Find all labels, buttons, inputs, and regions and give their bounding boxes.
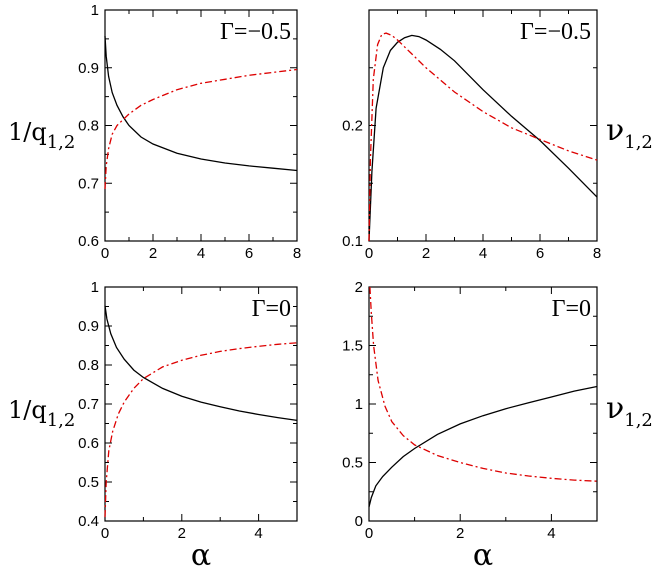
y-tick-label: 0.9 bbox=[78, 318, 99, 335]
series-line-black-solid bbox=[368, 34, 598, 242]
series-line-red-dashdot bbox=[104, 342, 298, 518]
plot-frame bbox=[104, 286, 298, 522]
x-tick-label: 0 bbox=[365, 525, 373, 542]
y-axis-label: 1/q1,2 bbox=[8, 118, 75, 153]
panel-label: Γ=−0.5 bbox=[220, 19, 291, 45]
y-tick-label: 0.5 bbox=[342, 455, 363, 472]
x-tick-label: 2 bbox=[149, 245, 157, 262]
y-axis-label: 1/q1,2 bbox=[8, 396, 75, 431]
x-tick-label: 8 bbox=[293, 245, 301, 262]
y-axis-label-main: 1/q bbox=[8, 396, 47, 424]
y-axis-label-main: ν bbox=[606, 391, 624, 426]
y-tick-label: 0.5 bbox=[78, 474, 99, 491]
x-tick-label: 0 bbox=[101, 525, 109, 542]
y-tick-label: 1.5 bbox=[342, 338, 363, 355]
y-tick-label: 0.6 bbox=[78, 233, 99, 250]
x-tick-label: 4 bbox=[547, 525, 555, 542]
y-tick-label: 0.2 bbox=[342, 118, 363, 135]
y-tick-label: 1 bbox=[355, 396, 363, 413]
series-line-red-dashdot bbox=[369, 286, 598, 482]
y-tick-label: 0.7 bbox=[78, 396, 99, 413]
x-tick-label: 2 bbox=[178, 525, 186, 542]
panel-bottom-right: 0 2 4 0 0.5 1 1.5 2 Γ=0 ν1,2 α bbox=[342, 279, 652, 567]
panel-top-left: 0 2 4 6 8 0.6 0.7 0.8 0.9 1 Γ=−0.5 1/q1,2 bbox=[8, 2, 301, 262]
y-tick-label: 1 bbox=[91, 279, 99, 296]
series-line-black-solid bbox=[104, 305, 298, 422]
panel-bottom-left: 0 2 4 0.4 0.5 0.6 0.7 0.8 0.9 1 Γ=0 1/q1,2 α bbox=[8, 279, 298, 567]
series-line-red-dashdot bbox=[368, 32, 598, 242]
x-tick-label: 6 bbox=[536, 245, 544, 262]
x-tick-label: 0 bbox=[101, 245, 109, 262]
y-tick-label: 0.1 bbox=[342, 233, 363, 250]
y-tick-label: 0.4 bbox=[78, 513, 99, 530]
y-axis-label-main: ν bbox=[606, 113, 624, 148]
x-axis-label: α bbox=[473, 538, 493, 567]
y-tick-label: 0.6 bbox=[78, 435, 99, 452]
y-axis-label-subscript: 1,2 bbox=[47, 410, 76, 431]
x-tick-label: 2 bbox=[456, 525, 464, 542]
x-tick-label: 4 bbox=[479, 245, 487, 262]
x-tick-label: 6 bbox=[245, 245, 253, 262]
x-tick-label: 0 bbox=[365, 245, 373, 262]
y-tick-label: 0.8 bbox=[78, 118, 99, 135]
x-tick-label: 8 bbox=[593, 245, 601, 262]
panel-label: Γ=0 bbox=[552, 296, 591, 322]
y-tick-label: 0.9 bbox=[78, 60, 99, 77]
y-tick-label: 0.8 bbox=[78, 357, 99, 374]
y-tick-label: 1 bbox=[91, 2, 99, 19]
y-tick-label: 2 bbox=[355, 279, 363, 296]
y-tick-label: 0 bbox=[355, 513, 363, 530]
panel-label: Γ=−0.5 bbox=[520, 19, 591, 45]
y-axis-label: ν1,2 bbox=[606, 113, 652, 153]
series-line-black-solid bbox=[104, 35, 298, 172]
x-tick-label: 2 bbox=[422, 245, 430, 262]
series-line-red-dashdot bbox=[104, 68, 298, 190]
x-tick-label: 4 bbox=[197, 245, 205, 262]
x-axis-label: α bbox=[191, 538, 211, 567]
y-axis-label-main: 1/q bbox=[8, 118, 47, 146]
panel-top-right: 0 2 4 6 8 0.1 0.2 Γ=−0.5 ν1,2 bbox=[342, 9, 652, 262]
y-axis-label-subscript: 1,2 bbox=[624, 410, 652, 431]
panel-label: Γ=0 bbox=[252, 296, 291, 322]
y-axis-label-subscript: 1,2 bbox=[47, 132, 76, 153]
series-line-black-solid bbox=[368, 385, 598, 508]
y-axis-label-subscript: 1,2 bbox=[624, 132, 652, 153]
y-axis-label: ν1,2 bbox=[606, 391, 652, 431]
y-tick-label: 0.7 bbox=[78, 175, 99, 192]
x-tick-label: 4 bbox=[254, 525, 262, 542]
plot-frame bbox=[368, 286, 598, 522]
